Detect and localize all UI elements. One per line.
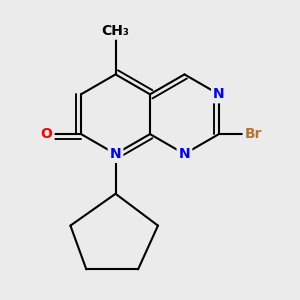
Text: CH₃: CH₃ <box>102 24 130 38</box>
Text: N: N <box>213 87 225 101</box>
Text: N: N <box>110 147 122 161</box>
Text: O: O <box>41 127 52 141</box>
Text: Br: Br <box>244 127 262 141</box>
Text: N: N <box>178 147 190 161</box>
